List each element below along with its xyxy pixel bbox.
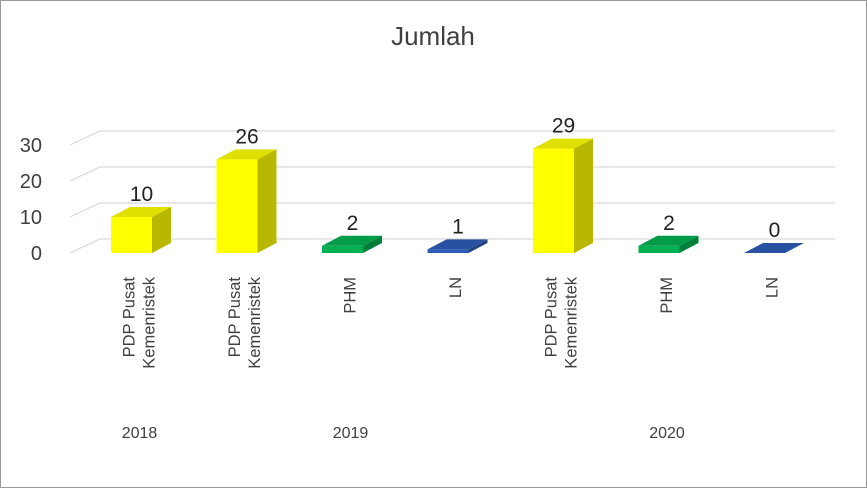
- group-label: 2020: [649, 425, 685, 442]
- bar-front: [427, 249, 469, 253]
- bar-side: [468, 239, 488, 253]
- bar-front: [111, 217, 152, 253]
- y-tick-label: 0: [31, 243, 42, 265]
- bar-side: [257, 149, 277, 253]
- data-label: 10: [130, 183, 153, 206]
- bar-top: [744, 243, 804, 253]
- bar-top: [111, 207, 171, 217]
- category-label: PHM: [342, 277, 360, 314]
- gridline: [69, 130, 835, 146]
- chart-title: Jumlah: [391, 21, 475, 51]
- bar: [533, 138, 593, 253]
- bar-side: [152, 207, 171, 253]
- bar-front: [638, 245, 680, 253]
- category-label: PHM: [658, 277, 676, 314]
- group-labels: 2018 2019 2020: [122, 425, 685, 442]
- data-label: 2: [347, 212, 359, 235]
- bar: [322, 235, 382, 253]
- y-tick-label: 20: [20, 171, 42, 193]
- y-tick-label: 10: [20, 207, 42, 229]
- category-label: PDP Pusat: [121, 277, 139, 358]
- gridline: [69, 166, 835, 182]
- bar: [111, 207, 171, 253]
- category-label: Kemenristek: [246, 276, 264, 368]
- data-label: 2: [663, 212, 675, 235]
- bar-front: [216, 159, 258, 253]
- bar: [427, 239, 488, 253]
- bar: [216, 149, 277, 253]
- group-label: 2018: [122, 425, 158, 442]
- data-label: 0: [769, 219, 781, 242]
- category-labels: PDP Pusat Kemenristek PDP Pusat Kemenristek…: [121, 276, 782, 368]
- data-label: 26: [235, 125, 258, 148]
- bar-top: [533, 138, 593, 149]
- group-label: 2019: [333, 425, 369, 442]
- bar-top: [216, 149, 277, 160]
- bars: [111, 138, 804, 253]
- bar-side: [363, 235, 382, 253]
- data-labels: 10 26 2 1 29 2 0: [130, 115, 781, 242]
- category-label: PDP Pusat: [543, 277, 561, 358]
- category-label: Kemenristek: [141, 276, 159, 368]
- bar-front: [533, 148, 574, 253]
- bar-front: [322, 245, 363, 253]
- category-label: PDP Pusat: [226, 277, 244, 358]
- data-label: 29: [552, 115, 575, 138]
- bar: [744, 243, 804, 253]
- category-label: Kemenristek: [563, 276, 581, 368]
- category-label: LN: [764, 277, 782, 298]
- bar-top: [322, 235, 382, 246]
- bar-side: [679, 235, 699, 253]
- bar: [638, 235, 699, 253]
- bar-side: [574, 138, 593, 253]
- category-label: LN: [447, 277, 465, 298]
- y-axis: 0 10 20 30: [20, 135, 42, 265]
- y-tick-label: 30: [20, 135, 42, 157]
- bar-top: [638, 235, 699, 246]
- bar-top: [427, 239, 488, 250]
- data-label: 1: [452, 215, 464, 238]
